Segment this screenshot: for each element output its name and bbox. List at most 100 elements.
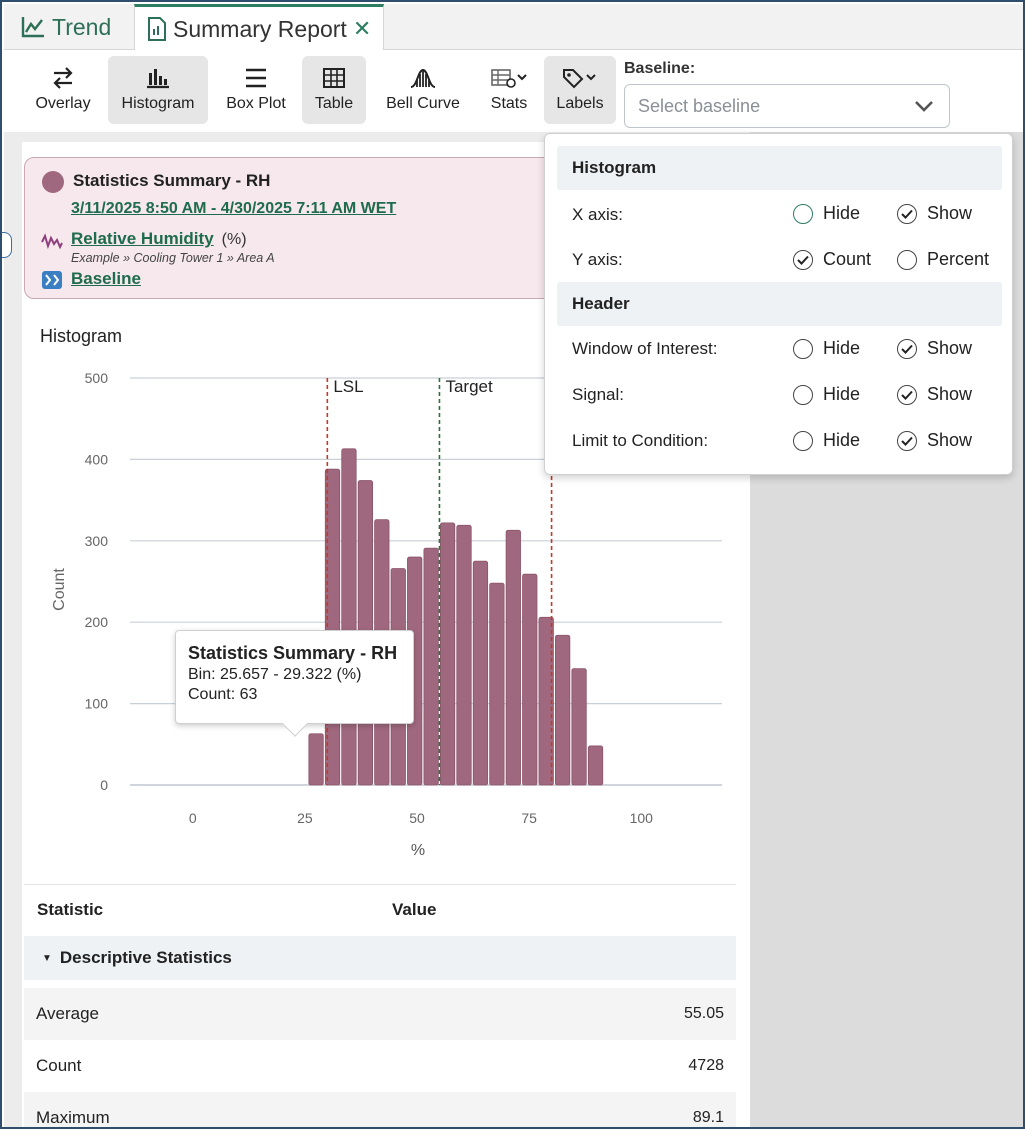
stat-value: 89.1 bbox=[692, 1109, 724, 1126]
date-range-link[interactable]: 3/11/2025 8:50 AM - 4/30/2025 7:11 AM WE… bbox=[71, 200, 397, 217]
labels-popup: Histogram X axis: Hide Show Y axis: Coun… bbox=[544, 133, 1013, 475]
caret-down-icon: ▼ bbox=[42, 952, 52, 964]
x-axis-show-radio[interactable]: Show bbox=[897, 203, 972, 224]
tab-summary-report[interactable]: Summary Report ✕ bbox=[134, 4, 385, 51]
stat-value: 4728 bbox=[688, 1057, 724, 1074]
y-tick-label: 0 bbox=[100, 777, 108, 793]
content-top-gutter bbox=[4, 132, 750, 142]
histogram-bar bbox=[472, 560, 489, 786]
chevron-down-icon bbox=[915, 101, 933, 112]
bell-curve-button[interactable]: Bell Curve bbox=[378, 56, 468, 124]
histogram-bar bbox=[505, 529, 521, 786]
popup-section-header: Header bbox=[557, 282, 1002, 326]
trend-chart-icon bbox=[20, 15, 46, 39]
histogram-icon bbox=[147, 69, 169, 89]
menu-lines-icon bbox=[246, 68, 266, 88]
radio-unchecked-icon bbox=[793, 338, 813, 359]
swap-arrows-icon bbox=[53, 67, 73, 89]
overlay-button[interactable]: Overlay bbox=[30, 56, 96, 124]
y-tick-label: 200 bbox=[85, 614, 109, 630]
x-axis-label: X axis: bbox=[572, 205, 624, 224]
signal-link[interactable]: Relative Humidity bbox=[71, 229, 214, 248]
tab-trend[interactable]: Trend bbox=[20, 4, 111, 50]
reference-line-label: Target bbox=[445, 377, 493, 396]
y-axis-label: Y axis: bbox=[572, 250, 623, 269]
overlay-label: Overlay bbox=[35, 95, 91, 112]
baseline-placeholder: Select baseline bbox=[638, 95, 761, 116]
tag-icon bbox=[563, 69, 596, 89]
limit-to-condition-label: Limit to Condition: bbox=[572, 431, 709, 450]
radio-checked-icon bbox=[897, 384, 917, 405]
option-label: Percent bbox=[927, 249, 990, 269]
table-button[interactable]: Table bbox=[302, 56, 366, 124]
descriptive-statistics-group[interactable]: ▼ Descriptive Statistics bbox=[24, 936, 736, 980]
limit-hide-radio[interactable]: Hide bbox=[793, 430, 860, 451]
collapse-panel-handle[interactable] bbox=[2, 232, 12, 258]
bell-curve-label: Bell Curve bbox=[386, 95, 460, 112]
y-tick-label: 100 bbox=[85, 696, 109, 712]
baseline-select[interactable]: Select baseline bbox=[624, 84, 950, 128]
histogram-bar bbox=[423, 547, 439, 786]
stat-label: Count bbox=[36, 1056, 82, 1075]
stats-label: Stats bbox=[490, 95, 528, 112]
radio-checked-icon bbox=[793, 249, 813, 270]
table-row: Maximum 89.1 bbox=[24, 1092, 736, 1127]
option-label: Show bbox=[927, 338, 973, 358]
asset-path: Example » Cooling Tower 1 » Area A bbox=[71, 251, 275, 265]
stats-button[interactable]: Stats bbox=[480, 56, 538, 124]
histogram-bar bbox=[522, 573, 538, 786]
y-axis-count-radio[interactable]: Count bbox=[793, 249, 871, 270]
stats-table-icon bbox=[491, 69, 527, 88]
labels-button[interactable]: Labels bbox=[544, 56, 616, 124]
baseline-icon bbox=[41, 270, 63, 295]
x-axis-hide-radio[interactable]: Hide bbox=[793, 203, 860, 224]
x-tick-label: 50 bbox=[409, 810, 425, 826]
tooltip-bin: Bin: 25.657 - 29.322 (%) bbox=[188, 666, 362, 683]
baseline-link[interactable]: Baseline bbox=[71, 269, 141, 288]
x-tick-label: 100 bbox=[630, 810, 654, 826]
series-color-dot bbox=[42, 171, 64, 193]
tooltip-count: Count: 63 bbox=[188, 686, 258, 703]
box-plot-button[interactable]: Box Plot bbox=[218, 56, 294, 124]
table-row: Count 4728 bbox=[24, 1040, 736, 1092]
window-hide-radio[interactable]: Hide bbox=[793, 338, 860, 359]
table-row: Average 55.05 bbox=[24, 988, 736, 1040]
signal-wave-icon bbox=[41, 232, 63, 255]
radio-checked-icon bbox=[897, 338, 917, 359]
histogram-label: Histogram bbox=[121, 95, 195, 112]
signal-hide-radio[interactable]: Hide bbox=[793, 384, 860, 405]
radio-unchecked-icon bbox=[793, 203, 813, 224]
y-axis-label: Count bbox=[51, 568, 68, 611]
stat-label: Average bbox=[36, 1004, 100, 1023]
report-document-icon bbox=[147, 17, 167, 41]
window-of-interest-label: Window of Interest: bbox=[572, 339, 718, 358]
summary-title: Statistics Summary - RH bbox=[73, 171, 271, 190]
option-label: Show bbox=[927, 384, 973, 404]
y-axis-percent-radio[interactable]: Percent bbox=[897, 249, 989, 270]
group-label: Descriptive Statistics bbox=[59, 948, 232, 967]
chart-tooltip: Statistics Summary - RH Bin: 25.657 - 29… bbox=[175, 630, 414, 737]
close-icon[interactable]: ✕ bbox=[352, 16, 372, 41]
radio-checked-icon bbox=[897, 430, 917, 451]
table-divider bbox=[24, 884, 736, 885]
option-label: Hide bbox=[823, 384, 861, 404]
reference-line-label: LSL bbox=[333, 377, 363, 396]
col-statistic: Statistic bbox=[37, 900, 104, 919]
popup-section-histogram: Histogram bbox=[557, 146, 1002, 190]
window-show-radio[interactable]: Show bbox=[897, 338, 972, 359]
option-label: Hide bbox=[823, 430, 861, 450]
tooltip-title: Statistics Summary - RH bbox=[188, 643, 398, 663]
option-label: Show bbox=[927, 203, 973, 223]
histogram-bar bbox=[538, 616, 554, 786]
col-value: Value bbox=[392, 900, 437, 919]
tab-trend-label: Trend bbox=[52, 13, 112, 40]
histogram-bar bbox=[456, 524, 472, 786]
limit-show-radio[interactable]: Show bbox=[897, 430, 972, 451]
option-label: Show bbox=[927, 430, 973, 450]
histogram-button[interactable]: Histogram bbox=[108, 56, 208, 124]
signal-show-radio[interactable]: Show bbox=[897, 384, 972, 405]
signal-line: Relative Humidity (%) bbox=[71, 229, 247, 249]
left-gutter bbox=[2, 132, 22, 1127]
histogram-bar bbox=[439, 522, 456, 786]
histogram-bar bbox=[587, 745, 604, 786]
